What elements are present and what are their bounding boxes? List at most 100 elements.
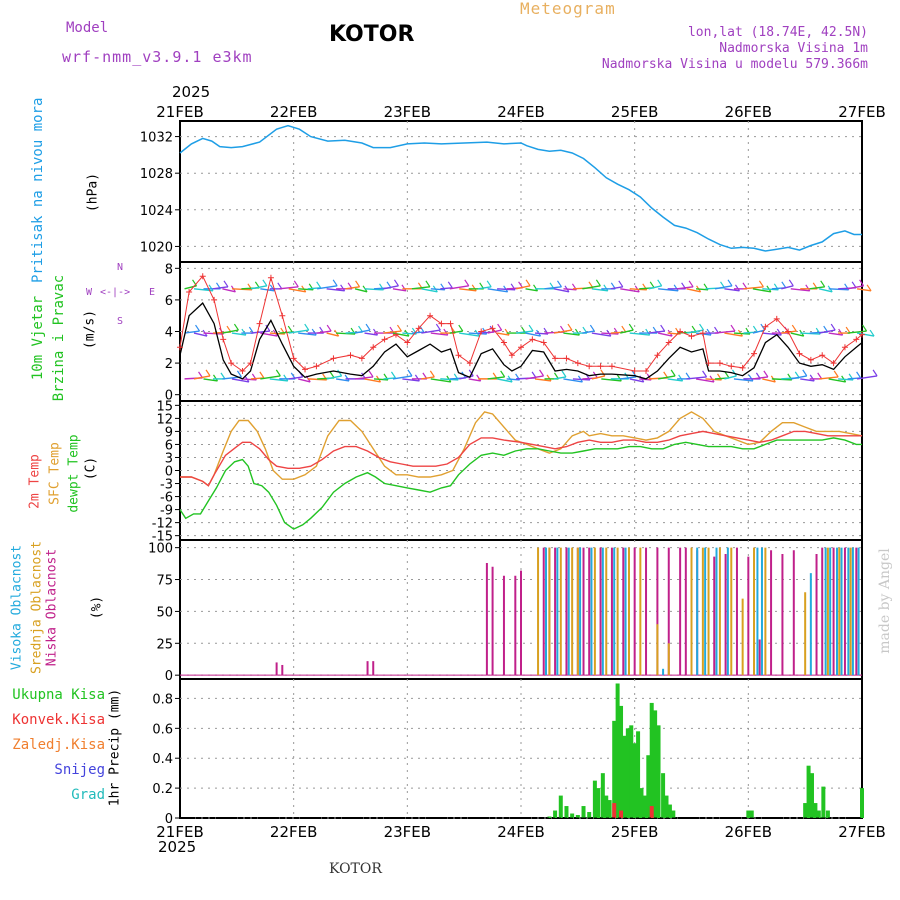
y-tick-label: 0 (165, 389, 173, 404)
wind-barb (591, 288, 608, 292)
precip-bar (646, 755, 651, 818)
gust-marker (500, 339, 507, 346)
wind-barb (260, 375, 281, 380)
wind-barb (629, 288, 647, 291)
precip-bar (564, 806, 569, 818)
precip-bar (575, 815, 580, 818)
precip-legend-total: Ukupna Kisa (12, 687, 105, 703)
precip-legend-convective: Konvek.Kisa (12, 712, 105, 728)
precip-bar (632, 743, 637, 818)
wind-barb (620, 376, 637, 380)
gust-marker (819, 352, 826, 359)
precip-bar (629, 725, 634, 818)
x-label-top: 21FEB (156, 103, 203, 121)
wind-barb (582, 285, 601, 290)
wind-barb-flag (265, 324, 271, 332)
gust-marker (220, 336, 227, 343)
wind-barb-flag (645, 328, 651, 336)
wind-barb-flag (670, 369, 676, 377)
wind-barb (781, 285, 794, 290)
wind-barb-flag (742, 282, 748, 290)
x-label-bottom: 21FEB (156, 823, 203, 841)
wind-barb (800, 378, 815, 382)
wind-barb (515, 285, 531, 290)
wind-barb-flag (866, 284, 872, 292)
wind-barb (430, 378, 451, 383)
y-tick-label: 0.4 (152, 752, 173, 767)
wind-barb-flag (528, 324, 534, 332)
precip-bar (596, 788, 601, 818)
wind-barb (658, 288, 679, 292)
x-label-bottom: 23FEB (384, 823, 431, 841)
y-tick-label: 6 (165, 294, 173, 309)
wind-barb-flag (414, 374, 420, 382)
wind-barb (819, 329, 836, 334)
wind-barb-flag (443, 328, 449, 336)
wind-barb (819, 376, 839, 380)
gust-marker (830, 360, 837, 367)
precip-legend-freezing: Zaledj.Kisa (12, 737, 105, 753)
precip-bar (816, 810, 821, 818)
wind-barb-flag (248, 326, 254, 334)
wind-barb-flag (734, 284, 740, 292)
wind-barb (752, 288, 771, 293)
wind-barb (364, 288, 384, 291)
precip-legend-snow: Snijeg (54, 762, 105, 778)
wind-barb-flag (373, 328, 379, 336)
wind-barb (326, 288, 345, 292)
wind-barb (231, 332, 247, 336)
x-label-top: 25FEB (611, 103, 658, 121)
wind-barb (714, 330, 736, 334)
wind-barb-flag (805, 284, 811, 292)
wind-barb-flag (833, 370, 839, 378)
wind-barb (487, 288, 508, 293)
wind-barb (534, 378, 552, 382)
wind-barb-flag (464, 279, 470, 287)
wind-barb-flag (365, 323, 371, 331)
wind-barb (402, 378, 420, 382)
wind-barb (241, 378, 257, 381)
wind-barb (544, 286, 562, 290)
y-tick-label: 1024 (140, 204, 173, 219)
wind-barb-flag (393, 279, 399, 287)
gust-marker (290, 355, 297, 362)
y-tick-label: 15 (156, 399, 173, 414)
wind-barb (591, 332, 611, 337)
wind-barb (421, 376, 435, 380)
wind-barb (553, 329, 573, 334)
gust-marker (302, 366, 309, 373)
precip-bar (619, 705, 624, 818)
wind-barb (411, 286, 430, 290)
gust-marker (247, 360, 254, 367)
wind-barb (610, 286, 623, 290)
x-label-bottom: 26FEB (725, 823, 772, 841)
wind-barb-flag (859, 279, 865, 287)
y-tick-label: -6 (160, 491, 173, 506)
altitude-info: Nadmorska Visina 1m (719, 41, 868, 56)
y-tick-label: 0 (165, 465, 173, 480)
gust-marker (597, 363, 604, 370)
wind-barb-flag (476, 374, 482, 382)
model-name: wrf-nmm_v3.9.1 e3km (62, 48, 253, 66)
y-tick-label: -9 (160, 504, 173, 519)
precip-bar (581, 806, 586, 818)
wind-barb-flag (287, 325, 293, 333)
wind-barb (193, 332, 208, 337)
wind-barb (629, 332, 650, 336)
wind-barb-flag (262, 279, 268, 287)
wind-barb-flag (862, 324, 868, 332)
y-tick-label: 1028 (140, 167, 173, 182)
year-top: 2025 (172, 83, 211, 101)
wind-barb (790, 288, 810, 292)
gust-marker (381, 336, 388, 343)
wind-barb-flag (567, 323, 573, 331)
x-label-bottom: 27FEB (838, 823, 885, 841)
gust-marker (347, 352, 354, 359)
wind-barb (288, 376, 303, 380)
wind-barb (819, 288, 833, 293)
wind-barb-flag (618, 280, 624, 288)
wind-barb-flag (401, 284, 407, 292)
wind-barb-flag (546, 374, 552, 382)
wind-barb (601, 332, 619, 335)
wind-barb-flag (657, 279, 663, 287)
